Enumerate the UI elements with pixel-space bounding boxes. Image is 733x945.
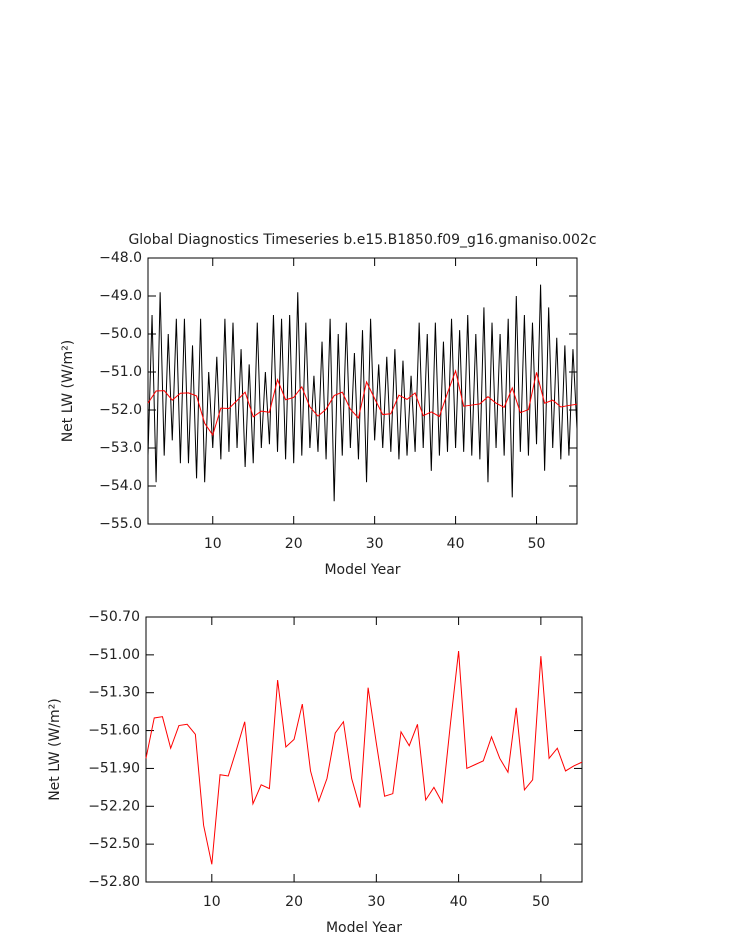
x-tick-label: 50 [532,894,550,910]
y-tick-label: −49.0 [99,288,142,304]
y-tick-label: −50.0 [99,326,142,342]
y-tick-label: −52.80 [88,874,140,890]
x-tick-label: 40 [450,894,468,910]
x-tick-label: 20 [285,536,303,552]
y-tick-label: −48.0 [99,250,142,266]
chart-title: Global Diagnostics Timeseries b.e15.B185… [128,232,596,248]
data-line [147,284,578,502]
y-tick-label: −51.90 [88,760,140,776]
y-tick-label: −51.60 [88,723,140,739]
y-tick-label: −52.50 [88,836,140,852]
y-tick-label: −50.70 [88,609,140,625]
x-tick-label: 20 [285,894,303,910]
x-tick-label: 40 [447,536,465,552]
x-tick-label: 10 [203,894,221,910]
y-tick-label: −53.0 [99,440,142,456]
y-tick-label: −51.30 [88,685,140,701]
plot-frame [147,257,578,525]
y-tick-label: −51.0 [99,364,142,380]
y-tick-label: −52.0 [99,402,142,418]
x-tick-label: 30 [367,894,385,910]
x-tick-label: 30 [366,536,384,552]
plot-frame [145,616,583,883]
x-tick-label: 10 [204,536,222,552]
data-line [145,651,583,865]
y-axis-label: Net LW (W/m²) [47,698,63,801]
y-tick-label: −54.0 [99,478,142,494]
data-line [147,369,578,437]
y-tick-label: −52.20 [88,798,140,814]
x-axis-label: Model Year [326,920,402,936]
y-axis-label: Net LW (W/m²) [60,340,76,443]
y-tick-label: −55.0 [99,516,142,532]
x-tick-label: 50 [528,536,546,552]
y-tick-label: −51.00 [88,647,140,663]
x-axis-label: Model Year [324,562,400,578]
